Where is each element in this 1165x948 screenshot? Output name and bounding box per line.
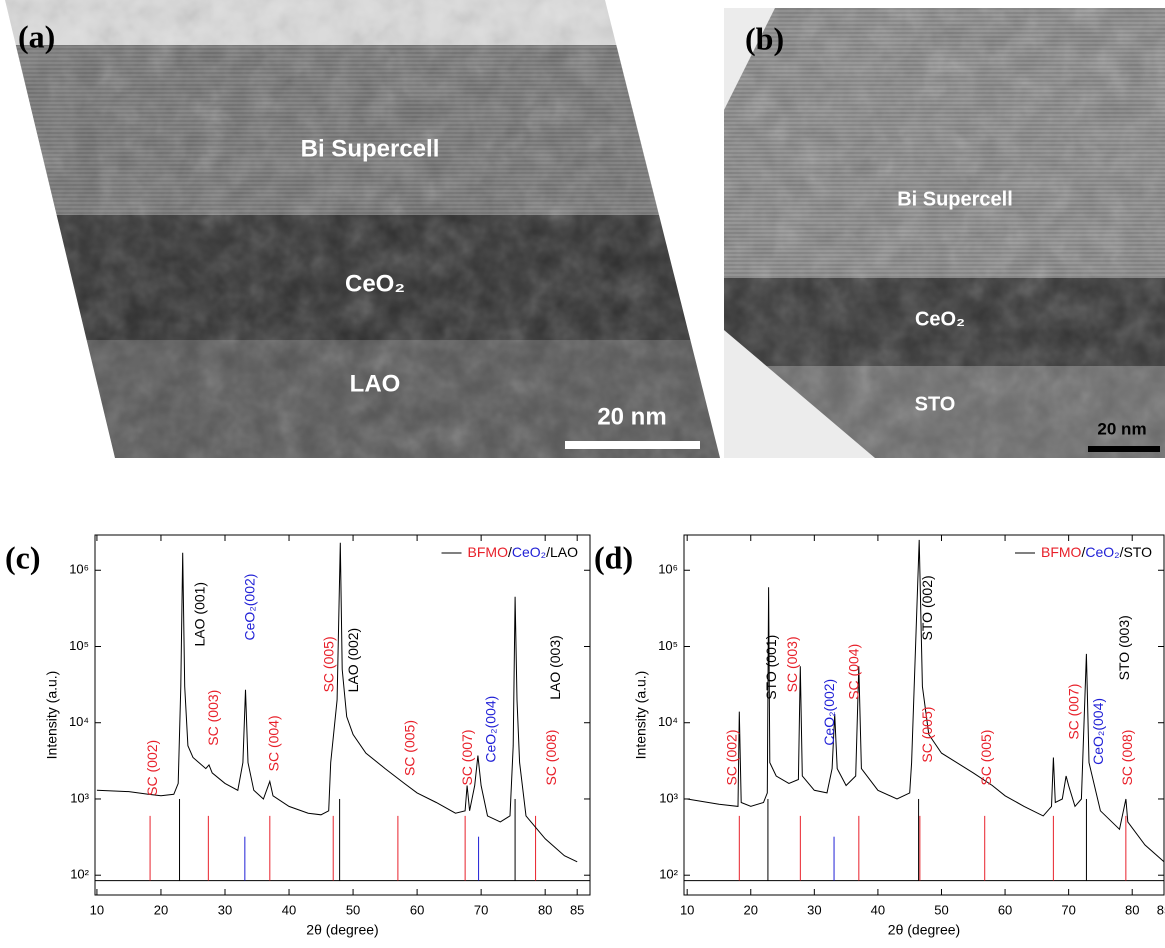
legend-text: /: [1081, 544, 1085, 560]
y-tick-label: 10⁴: [658, 714, 678, 729]
scale-bar: [1088, 446, 1160, 452]
legend-text: CeO₂: [512, 544, 546, 560]
x-tick-label: 40: [871, 902, 885, 917]
peak-label: CeO₂(004): [1090, 698, 1106, 765]
layer-label: STO: [915, 393, 956, 415]
peak-label: SC (004): [846, 644, 862, 700]
peak-label: SC (008): [1119, 730, 1135, 786]
legend-text: BFMO: [1041, 544, 1082, 560]
xrd-line: [687, 539, 1165, 863]
x-axis-label: 2θ (degree): [306, 922, 378, 938]
layer-label: Bi Supercell: [301, 135, 440, 162]
peak-label: SC (005): [978, 730, 994, 786]
y-tick-label: 10²: [70, 867, 89, 882]
peak-label: CeO₂(002): [821, 679, 837, 746]
scale-bar: [565, 441, 700, 449]
peak-label: STO (003): [1116, 615, 1132, 680]
x-axis-label: 2θ (degree): [888, 922, 960, 938]
peak-label: CeO₂(002): [241, 574, 257, 641]
tem-image-a: [5, 0, 720, 458]
layer-label: CeO₂: [345, 270, 405, 297]
x-tick-label: 30: [807, 902, 821, 917]
y-tick-label: 10⁶: [69, 562, 89, 577]
panel-label: (b): [745, 20, 784, 56]
legend-text: /LAO: [546, 544, 578, 560]
x-tick-label: 20: [154, 902, 168, 917]
x-tick-label: 40: [282, 902, 296, 917]
plot-frame: [683, 534, 1165, 896]
peak-label: STO (001): [763, 635, 779, 700]
x-tick-label: 80: [538, 902, 552, 917]
scale-bar-label: 20 nm: [597, 403, 666, 430]
x-tick-label: 85: [1157, 902, 1165, 917]
scale-bar-label: 20 nm: [1097, 419, 1146, 438]
x-tick-label: 50: [346, 902, 360, 917]
legend-text: CeO₂: [1085, 544, 1119, 560]
y-tick-label: 10⁵: [658, 638, 678, 653]
y-tick-label: 10²: [659, 867, 678, 882]
peak-label: SC (002): [724, 730, 740, 786]
plot-frame: [94, 534, 591, 896]
y-tick-label: 10³: [659, 790, 678, 805]
legend-text: /STO: [1120, 544, 1153, 560]
y-tick-label: 10⁵: [69, 638, 89, 653]
x-tick-label: 10: [680, 902, 694, 917]
x-tick-label: 70: [1061, 902, 1075, 917]
peak-label: LAO (001): [191, 582, 207, 647]
layer-label: Bi Supercell: [897, 188, 1013, 210]
layer-label: CeO₂: [915, 308, 965, 330]
peak-label: SC (004): [266, 715, 282, 771]
peak-label: SC (003): [784, 636, 800, 692]
x-tick-label: 85: [570, 902, 584, 917]
peak-label: SC (007): [459, 730, 475, 786]
peak-label: SC (003): [205, 690, 221, 746]
panel-label: (c): [5, 539, 41, 575]
peak-label: LAO (003): [547, 635, 563, 700]
x-tick-label: 60: [410, 902, 424, 917]
peak-label: LAO (002): [345, 628, 361, 693]
peak-label: SC (005): [401, 720, 417, 776]
y-tick-label: 10⁶: [658, 562, 678, 577]
peak-label: SC (005): [321, 636, 337, 692]
xrd-line: [96, 542, 578, 863]
peak-label: SC (002): [144, 740, 160, 796]
x-tick-label: 50: [934, 902, 948, 917]
x-tick-label: 20: [744, 902, 758, 917]
layer-label: LAO: [350, 370, 401, 397]
peak-label: SC (005): [919, 707, 935, 763]
x-tick-label: 10: [90, 902, 104, 917]
y-tick-label: 10⁴: [69, 714, 89, 729]
legend-entry: BFMO/CeO₂/STO: [1041, 544, 1152, 560]
x-tick-label: 80: [1125, 902, 1139, 917]
peak-label: SC (007): [1066, 684, 1082, 740]
x-tick-label: 30: [218, 902, 232, 917]
y-axis-label: Intensity (a.u.): [44, 671, 60, 760]
panel-label: (a): [18, 18, 55, 54]
x-tick-label: 60: [998, 902, 1012, 917]
y-axis-label: Intensity (a.u.): [633, 671, 649, 760]
x-tick-label: 70: [474, 902, 488, 917]
legend-text: /: [508, 544, 512, 560]
legend-text: BFMO: [468, 544, 509, 560]
peak-label: SC (008): [543, 730, 559, 786]
panel-label: (d): [594, 539, 633, 575]
y-tick-label: 10³: [70, 790, 89, 805]
peak-label: STO (002): [919, 575, 935, 640]
peak-label: CeO₂(004): [483, 696, 499, 763]
legend-entry: BFMO/CeO₂/LAO: [468, 544, 579, 560]
